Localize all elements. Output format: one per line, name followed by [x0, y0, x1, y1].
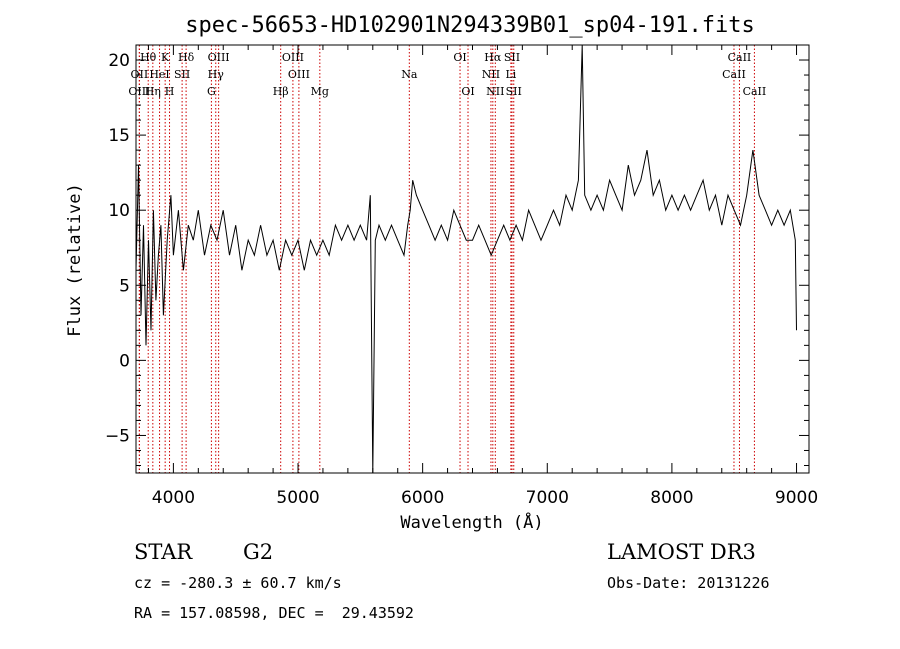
emission-line-label: OII [131, 68, 149, 81]
x-tick-label: 7000 [526, 488, 569, 508]
y-axis-ticks: −5 0 5 10 15 20 [105, 44, 809, 466]
survey-name: LAMOST DR3 [607, 540, 756, 564]
x-axis-ticks: 4000 5000 6000 7000 8000 9000 [147, 45, 818, 508]
emission-line-markers [138, 45, 755, 473]
emission-line-label: CaII [722, 68, 746, 81]
y-tick-label: 20 [108, 51, 130, 71]
emission-line-label: SII [506, 85, 522, 98]
observation-date: Obs-Date: 20131226 [607, 574, 770, 592]
y-tick-label: 0 [119, 351, 130, 371]
emission-line-label: Hβ [273, 85, 289, 98]
y-tick-label: 10 [108, 201, 130, 221]
y-tick-label: 15 [108, 126, 130, 146]
x-axis-label: Wavelength (Å) [400, 511, 543, 533]
y-tick-label: 5 [119, 276, 130, 296]
emission-line-label: OIII [288, 68, 310, 81]
emission-line-label: H [165, 85, 175, 98]
spectrum-series [135, 44, 797, 474]
spectrum-line [135, 44, 797, 474]
chart-title: spec-56653-HD102901N294339B01_sp04-191.f… [185, 13, 755, 38]
x-tick-label: 5000 [276, 488, 319, 508]
emission-line-label: Hγ [208, 68, 225, 81]
emission-line-label: OI [453, 51, 466, 64]
x-tick-label: 4000 [152, 488, 195, 508]
emission-line-label: NII [486, 85, 504, 98]
emission-line-label: CaII [743, 85, 767, 98]
object-class: STAR [134, 540, 193, 564]
emission-line-label: Hδ [178, 51, 195, 64]
emission-line-label: CaII [728, 51, 752, 64]
emission-line-label: SII [174, 68, 190, 81]
emission-line-label: G [207, 85, 216, 98]
emission-line-label: OIII [282, 51, 304, 64]
emission-line-label: Li [505, 68, 516, 81]
spectral-subclass: G2 [243, 540, 274, 564]
emission-line-label: Na [401, 68, 418, 81]
emission-line-label: OIII [208, 51, 230, 64]
emission-line-label: OI [461, 85, 474, 98]
y-tick-label: −5 [105, 426, 130, 446]
emission-line-label: K [161, 51, 170, 64]
plot-frame [135, 44, 810, 474]
emission-line-label: Hα [484, 51, 502, 64]
emission-line-label: OIII [128, 85, 150, 98]
y-axis-label: Flux (relative) [65, 183, 85, 337]
emission-line-label: Mg [311, 85, 329, 98]
emission-line-label: Hθ [140, 51, 157, 64]
redshift-velocity: cz = -280.3 ± 60.7 km/s [134, 574, 342, 592]
ra-dec-coordinates: RA = 157.08598, DEC = 29.43592 [134, 604, 414, 622]
emission-line-label: NII [482, 68, 500, 81]
emission-line-label: Hη [145, 85, 161, 98]
x-tick-label: 6000 [401, 488, 444, 508]
x-tick-label: 9000 [775, 488, 818, 508]
x-tick-label: 8000 [650, 488, 693, 508]
emission-line-label: SII [504, 51, 520, 64]
emission-line-label: HeI [149, 68, 169, 81]
